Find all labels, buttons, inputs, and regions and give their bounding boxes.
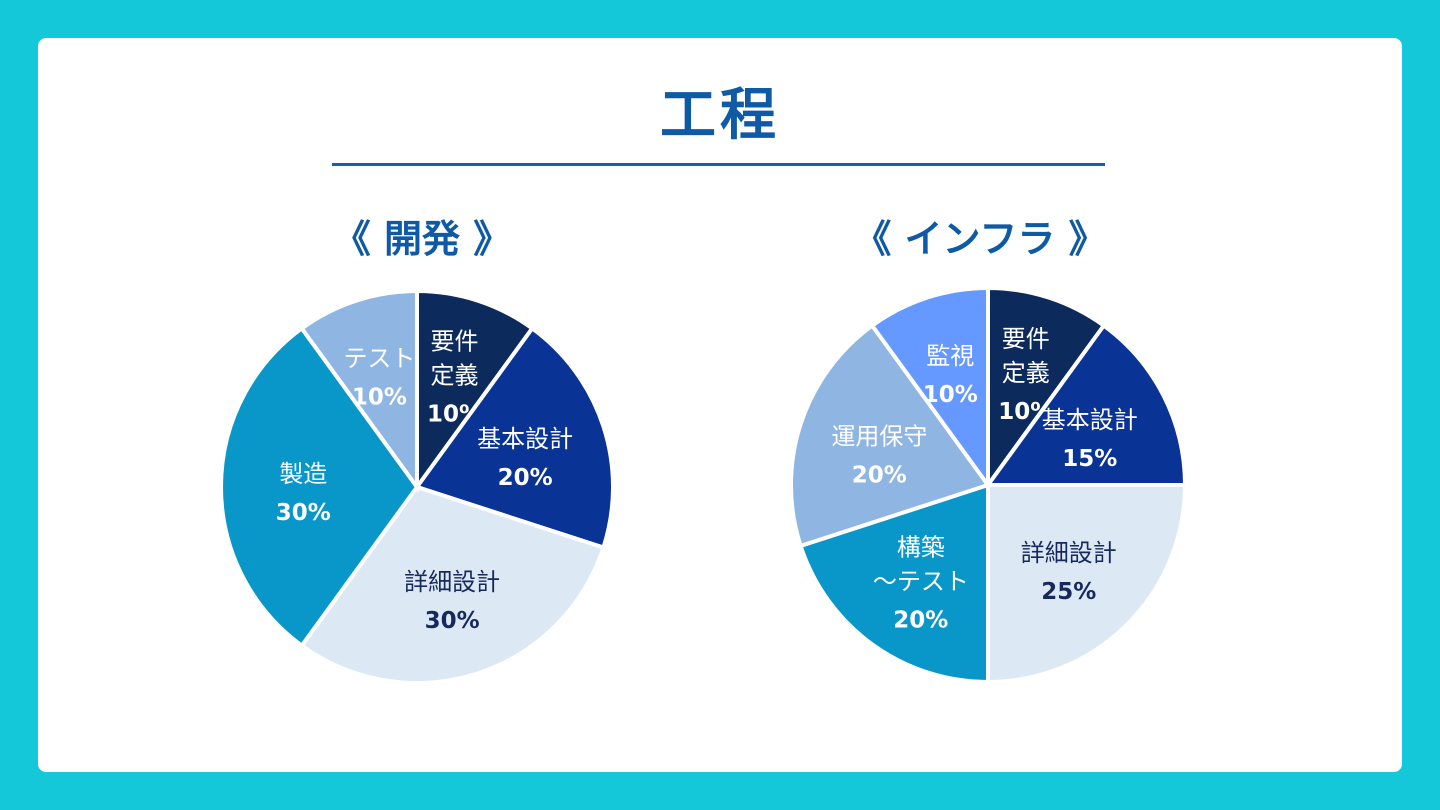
slice-label: 製造 — [279, 460, 327, 488]
pie-slice — [984, 322, 1188, 487]
slice-label: 基本設計 — [477, 425, 573, 453]
slice-label: 基本設計 — [1042, 406, 1138, 434]
chart-title-infrastructure: 《 インフラ 》 — [853, 217, 1107, 261]
page-title: 工程 — [660, 83, 780, 148]
pie-slice — [986, 483, 1188, 685]
pie-slice — [986, 285, 1107, 492]
slice-percent-label: 30% — [276, 500, 331, 526]
slice-percent-label: 20% — [852, 463, 907, 489]
pie-slice — [219, 325, 420, 649]
slice-label: 要件 — [431, 327, 479, 355]
slice-percent-label: 15% — [1062, 446, 1117, 472]
chart-title-development: 《 開発 》 — [332, 217, 512, 261]
slice-percent-label: 25% — [1041, 579, 1096, 605]
slice-label: テスト — [343, 344, 415, 372]
slice-label: 要件 — [1002, 325, 1050, 353]
slice-label: 構築 — [897, 533, 945, 561]
pie-slice — [798, 482, 990, 685]
slice-label: 運用保守 — [831, 423, 927, 451]
title-divider — [332, 163, 1105, 166]
pie-slice — [789, 322, 992, 549]
pie-slice — [415, 288, 535, 494]
slice-label: 詳細設計 — [1021, 539, 1117, 567]
slice-percent-label: 10% — [352, 384, 407, 410]
slice-label: 定義 — [431, 361, 479, 389]
slice-percent-label: 20% — [498, 465, 553, 491]
slice-label: ～テスト — [873, 567, 969, 595]
slice-label: 定義 — [1002, 359, 1050, 387]
pie-slice — [869, 285, 990, 492]
pie-slice — [299, 288, 419, 494]
slice-percent-label: 30% — [425, 608, 480, 634]
slice-percent-label: 20% — [893, 607, 948, 633]
slice-label: 詳細設計 — [404, 568, 500, 596]
slice-label: 監視 — [926, 342, 974, 370]
pie-slice — [413, 325, 615, 551]
slice-percent-label: 10% — [923, 382, 978, 408]
pie-slice — [298, 484, 606, 685]
